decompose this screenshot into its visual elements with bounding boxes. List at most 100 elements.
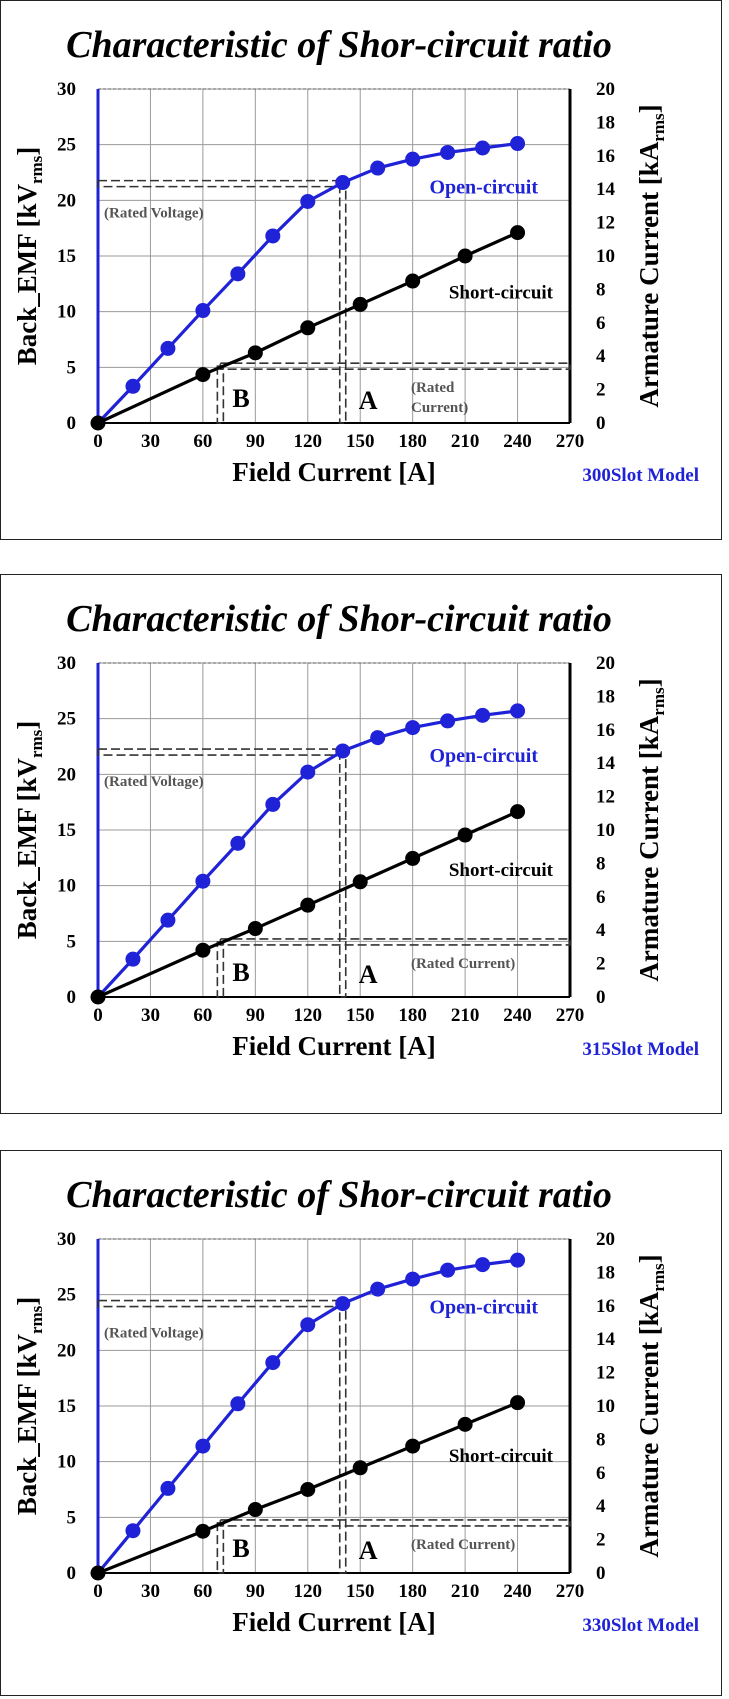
rated-current-label: Current): [411, 400, 468, 416]
short-circuit-label: Short-circuit: [449, 282, 554, 303]
y2-tick-label: 14: [596, 179, 616, 200]
origin-point: [90, 1565, 106, 1581]
y-tick-label: 25: [57, 135, 76, 156]
y2-tick-label: 4: [596, 346, 606, 367]
y2-axis-label: Armature Current [kArms]: [634, 678, 668, 981]
y2-axis-label-sub: rms: [649, 113, 668, 142]
y-tick-label: 10: [57, 876, 76, 897]
x-tick-label: 60: [193, 431, 212, 452]
short-circuit-point: [457, 248, 473, 264]
point-a-drop-line: [338, 1302, 347, 1574]
open-circuit-point: [300, 764, 316, 780]
y2-tick-label: 16: [596, 720, 615, 741]
model-label: 315Slot Model: [582, 1039, 699, 1060]
y-tick-label: 10: [57, 1452, 76, 1473]
y2-tick-label: 8: [596, 1429, 606, 1450]
open-circuit-point: [335, 743, 351, 759]
y-axis-label-end: ]: [12, 1297, 42, 1306]
y2-tick-label: 8: [596, 279, 606, 300]
y2-axis-label-end: ]: [634, 1254, 664, 1263]
x-axis-label: Field Current [A]: [232, 1607, 435, 1637]
point-b-label: B: [232, 958, 249, 987]
short-circuit-point: [405, 1438, 421, 1454]
x-tick-label: 270: [556, 1581, 585, 1602]
short-circuit-point: [510, 1395, 526, 1411]
short-circuit-point: [195, 942, 211, 958]
y2-tick-label: 10: [596, 246, 615, 267]
open-circuit-point: [475, 1257, 491, 1273]
rated-voltage-label: (Rated Voltage): [104, 1326, 204, 1342]
x-tick-label: 180: [398, 1581, 427, 1602]
y2-tick-label: 2: [596, 1530, 606, 1551]
model-label: 300Slot Model: [582, 465, 699, 486]
y-axis-label-main: Back_EMF [kV: [12, 184, 42, 366]
open-circuit-point: [510, 1252, 526, 1268]
open-circuit-point: [475, 140, 491, 156]
y-tick-label: 30: [57, 79, 76, 100]
grid-lines: [97, 1238, 571, 1574]
open-circuit-point: [300, 1317, 316, 1333]
x-axis-label: Field Current [A]: [232, 457, 435, 487]
y-tick-label: 5: [67, 931, 77, 952]
open-circuit-point: [510, 703, 526, 719]
y-tick-label: 20: [57, 190, 76, 211]
y2-axis-label: Armature Current [kArms]: [634, 1254, 668, 1557]
y2-tick-label: 18: [596, 686, 615, 707]
x-tick-label: 210: [451, 1005, 480, 1026]
chart-300slot: Characteristic of Shor-circuit ratio 0 30 6…: [12, 24, 699, 487]
x-tick-label: 0: [93, 1005, 103, 1026]
open-circuit-point: [265, 228, 281, 244]
open-circuit-point: [405, 151, 421, 167]
y2-tick-label: 16: [596, 1296, 615, 1317]
x-tick-label: 150: [346, 431, 375, 452]
y2-tick-label: 2: [596, 954, 606, 975]
y2-tick-label: 12: [596, 787, 615, 808]
open-circuit-point: [195, 303, 211, 319]
x-tick-label: 270: [556, 431, 585, 452]
short-circuit-point: [300, 897, 316, 913]
short-circuit-point: [300, 320, 316, 336]
short-circuit-label: Short-circuit: [449, 1446, 554, 1467]
point-a-label: A: [359, 1536, 378, 1565]
x-tick-label: 270: [556, 1005, 585, 1026]
open-circuit-point: [125, 378, 141, 394]
rated-voltage-label: (Rated Voltage): [104, 774, 204, 790]
origin-point: [90, 415, 106, 431]
rated-voltage-line: [97, 179, 344, 188]
y2-tick-label: 14: [596, 753, 616, 774]
short-circuit-point: [195, 367, 211, 383]
x-tick-label: 30: [141, 1581, 160, 1602]
open-circuit-point: [405, 720, 421, 736]
y2-tick-label: 6: [596, 313, 606, 334]
open-circuit-point: [510, 136, 526, 152]
short-circuit-line: [97, 231, 519, 425]
y-tick-label: 0: [67, 1563, 77, 1584]
grid-lines: [97, 88, 571, 424]
chart-title: Characteristic of Shor-circuit ratio: [66, 24, 612, 66]
x-tick-label: 210: [451, 431, 480, 452]
short-circuit-line: [97, 810, 519, 999]
x-tick-label: 30: [141, 431, 160, 452]
y2-axis-label-main: Armature Current [kA: [634, 1291, 664, 1557]
y-tick-label: 25: [57, 1285, 76, 1306]
y2-tick-label: 0: [596, 987, 606, 1008]
short-circuit-point: [510, 225, 526, 241]
y-tick-label: 30: [57, 1229, 76, 1250]
y2-axis-label-sub: rms: [649, 1263, 668, 1292]
short-circuit-point: [247, 1502, 263, 1518]
y2-tick-label: 20: [596, 79, 615, 100]
open-circuit-label: Open-circuit: [429, 177, 538, 199]
x-tick-label: 120: [294, 431, 323, 452]
rated-current-label: (Rated Current): [411, 956, 515, 972]
chart-title: Characteristic of Shor-circuit ratio: [66, 1174, 612, 1216]
open-circuit-point: [125, 951, 141, 967]
y-axis-label-end: ]: [12, 147, 42, 156]
point-a-label: A: [359, 386, 378, 415]
open-circuit-point: [370, 1281, 386, 1297]
point-b-label: B: [232, 1534, 249, 1563]
x-tick-label: 90: [246, 1581, 265, 1602]
x-tick-label: 150: [346, 1005, 375, 1026]
point-a-drop-line: [338, 751, 347, 998]
point-b-label: B: [232, 384, 249, 413]
open-circuit-point: [475, 707, 491, 723]
